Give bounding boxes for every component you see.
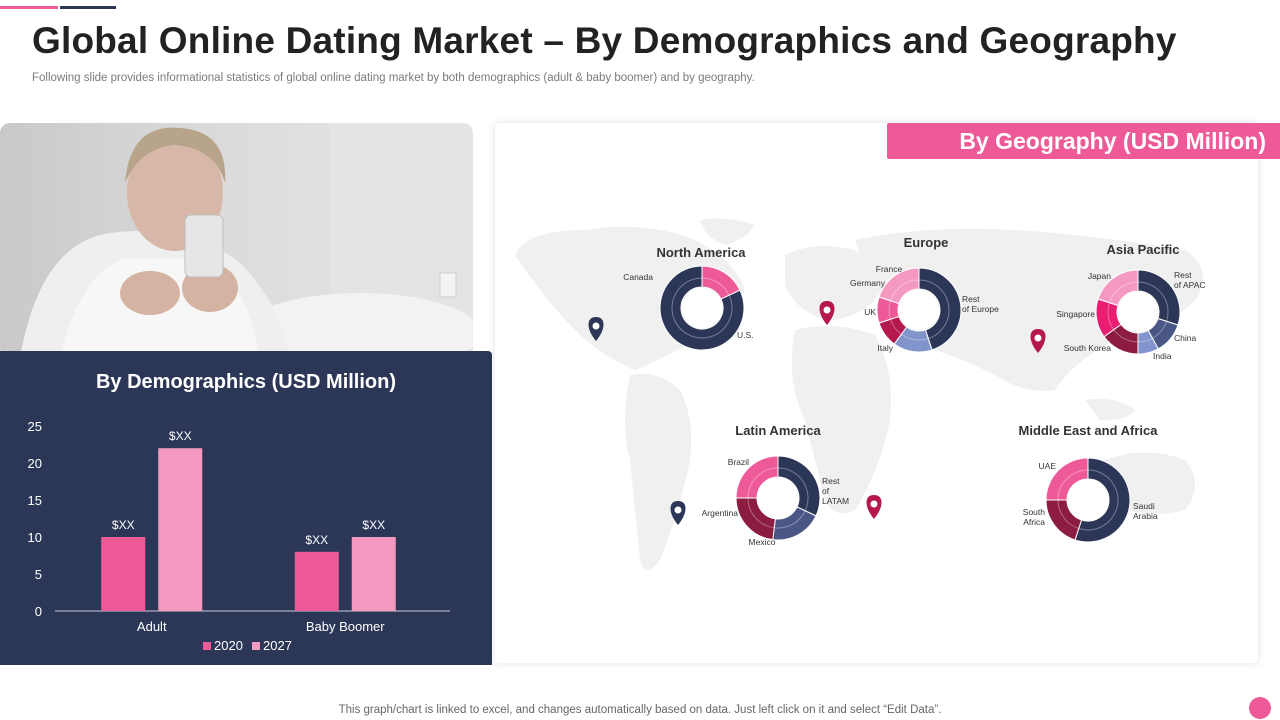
donut-inner-ring-line xyxy=(777,467,809,511)
donut-inner-ring-line xyxy=(1057,499,1079,530)
map-pin-europe-icon xyxy=(819,301,835,325)
slice-label: Germany xyxy=(850,278,886,288)
demographics-panel xyxy=(0,351,492,665)
donut-inner-ring-line xyxy=(1152,321,1168,339)
legend-swatch-2027 xyxy=(252,642,260,650)
slice-label: Canada xyxy=(623,272,653,282)
map-pin-north-america-icon xyxy=(588,317,604,341)
region-title-latin-america: Latin America xyxy=(735,423,821,438)
donut-inner-ring-line xyxy=(1078,469,1119,531)
slice-label: Argentina xyxy=(702,508,739,518)
slice-label: South Africa xyxy=(1023,507,1045,527)
bar-data-label: $XX xyxy=(305,533,328,547)
slice-label: Singapore xyxy=(1056,309,1095,319)
donut-inner-ring-line xyxy=(1057,469,1089,501)
y-tick-label: 5 xyxy=(35,567,42,582)
donut-slice-europe-rest-of-europe[interactable] xyxy=(918,267,962,351)
slice-label: U.S. xyxy=(737,330,754,340)
slice-label: Rest of APAC xyxy=(1174,270,1206,290)
donut-inner-ring-line xyxy=(888,300,891,320)
slice-label: South Korea xyxy=(1064,343,1112,353)
woman-with-phone-photo xyxy=(0,123,473,358)
slice-label: UAE xyxy=(1039,461,1057,471)
accent-line-navy xyxy=(60,6,116,9)
footer-note: This graph/chart is linked to excel, and… xyxy=(338,704,942,716)
bar-baby-boomer-2020[interactable] xyxy=(294,551,339,611)
page-title: Global Online Dating Market – By Demogra… xyxy=(32,20,1177,61)
y-tick-label: 10 xyxy=(28,530,42,545)
donut-inner-ring-line xyxy=(901,333,929,341)
demographics-title: By Demographics (USD Million) xyxy=(95,371,397,393)
accent-line-pink xyxy=(0,6,58,9)
slice-label: Japan xyxy=(1088,271,1111,281)
corner-decoration-dot xyxy=(1249,697,1271,719)
demographics-bar-chart[interactable]: 0 5 10 15 20 25 $XX $XX Adult $XX $XX Baby Boomer 20… xyxy=(0,405,492,665)
donut-inner-ring-line xyxy=(918,279,950,340)
donut-slice-north-america-u.s.[interactable] xyxy=(659,265,745,351)
x-tick-label: Baby Boomer xyxy=(306,619,385,634)
y-tick-label: 15 xyxy=(28,493,42,508)
world-map-silhouette xyxy=(515,218,1203,570)
slice-label: France xyxy=(876,264,903,274)
map-pin-africa-icon xyxy=(866,495,882,519)
slice-label: UK xyxy=(864,307,876,317)
map-pin-asia-icon xyxy=(1030,329,1046,353)
donut-hole xyxy=(1118,292,1158,332)
donut-inner-ring-line xyxy=(1113,329,1139,343)
donut-inner-ring-line xyxy=(774,510,806,529)
region-title-asia-pacific: Asia Pacific xyxy=(1107,242,1180,257)
geography-map-chart[interactable]: North America Canada U.S. Europe Rest of Euro… xyxy=(495,160,1258,660)
x-tick-label: Adult xyxy=(137,619,167,634)
donut-inner-ring-line xyxy=(889,279,920,301)
map-pin-latin-america-icon xyxy=(670,501,686,525)
donut-slice-latin-america-brazil[interactable] xyxy=(735,455,779,499)
donut-hole xyxy=(899,290,939,330)
donut-inner-ring-line xyxy=(1107,302,1115,330)
donut-slice-asia-pacific-japan[interactable] xyxy=(1097,269,1139,307)
region-title-north-america: North America xyxy=(656,245,746,260)
donut-hole xyxy=(758,478,798,518)
bar-data-label: $XX xyxy=(112,518,135,532)
donut-inner-ring-line xyxy=(701,277,730,296)
y-tick-label: 20 xyxy=(28,456,42,471)
region-title-middle-east-and-africa: Middle East and Africa xyxy=(1019,423,1159,438)
slice-label: Mexico xyxy=(749,537,776,547)
slice-label: India xyxy=(1153,351,1172,361)
slice-label: Rest of LATAM xyxy=(822,476,849,506)
slice-label: China xyxy=(1174,333,1196,343)
donut-slice-europe-france[interactable] xyxy=(878,267,920,305)
page-subtitle: Following slide provides informational s… xyxy=(32,72,755,84)
legend-label-2020: 2020 xyxy=(214,638,243,653)
slice-label: Rest of Europe xyxy=(962,294,999,314)
slice-label: Saudi Arabia xyxy=(1133,501,1158,521)
y-tick-label: 25 xyxy=(28,419,42,434)
donut-slice-middle-east-and-africa-saudi-arabia[interactable] xyxy=(1074,457,1131,543)
donut-inner-ring-line xyxy=(1108,281,1139,303)
donut-inner-ring-line xyxy=(747,467,779,499)
region-title-europe: Europe xyxy=(904,235,949,250)
donut-inner-ring-line xyxy=(889,319,902,335)
slice-label: Brazil xyxy=(728,457,749,467)
bar-data-label: $XX xyxy=(362,518,385,532)
y-tick-label: 0 xyxy=(35,604,42,619)
title-accent-lines xyxy=(0,6,120,9)
donut-inner-ring-line xyxy=(747,497,775,529)
donut-hole xyxy=(682,288,722,328)
bar-adult-2020[interactable] xyxy=(101,537,146,611)
legend-swatch-2020 xyxy=(203,642,211,650)
donut-inner-ring-line xyxy=(671,277,733,339)
legend-label-2027: 2027 xyxy=(263,638,292,653)
geography-title-banner: By Geography (USD Million) xyxy=(887,123,1280,159)
slice-label: Italy xyxy=(877,343,893,353)
bar-data-label: $XX xyxy=(169,429,192,443)
bar-adult-2027[interactable] xyxy=(158,448,203,611)
bar-baby-boomer-2027[interactable] xyxy=(351,537,396,611)
donut-inner-ring-line xyxy=(1137,281,1169,322)
donut-hole xyxy=(1068,480,1108,520)
donut-slice-middle-east-and-africa-uae[interactable] xyxy=(1045,457,1089,501)
